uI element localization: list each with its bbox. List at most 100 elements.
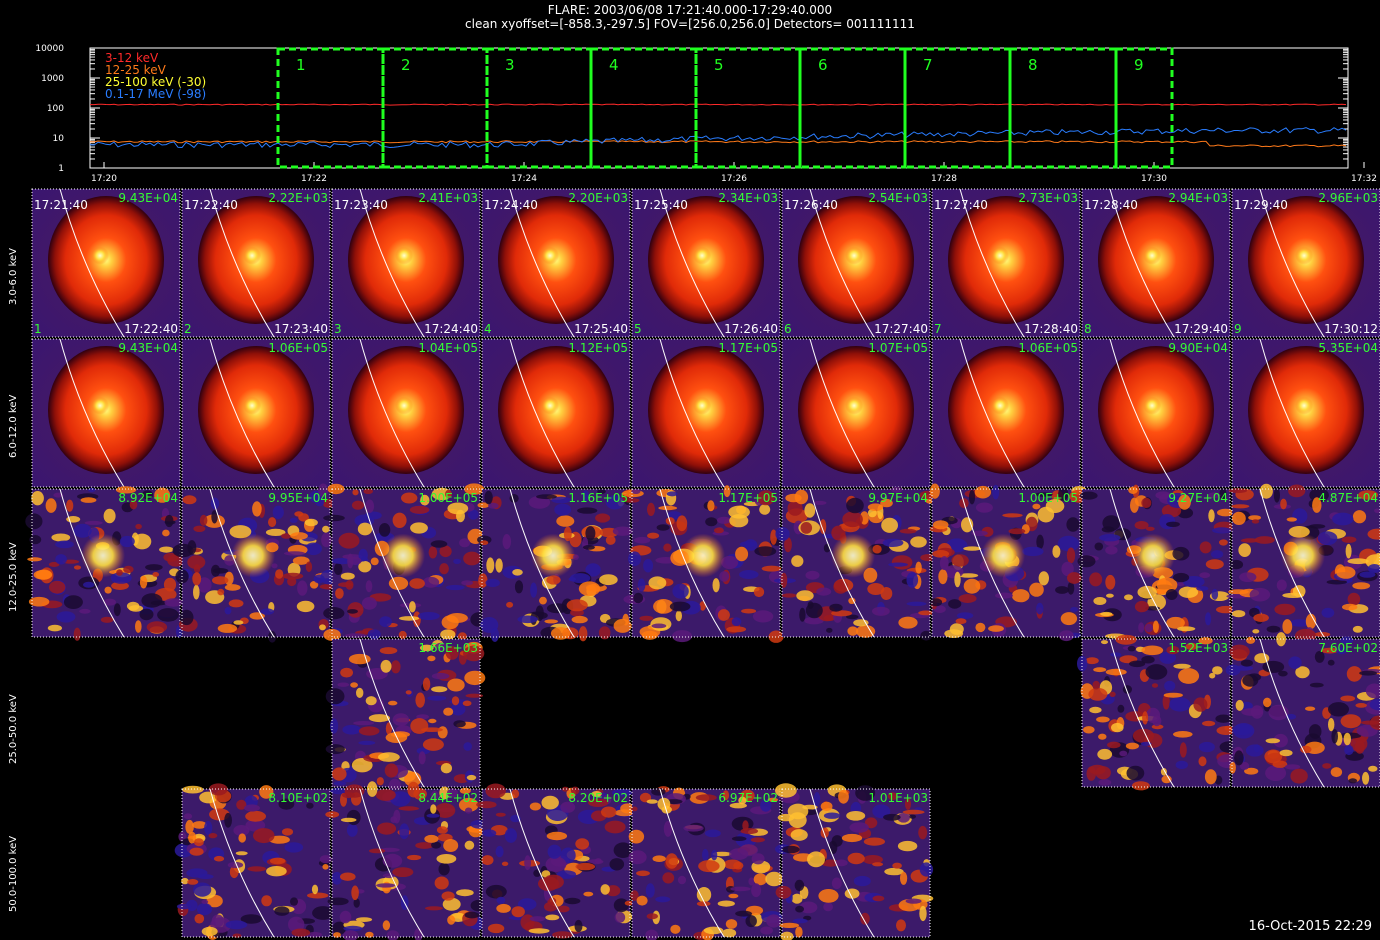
noise-blob <box>228 599 244 608</box>
noise-blob <box>951 554 969 567</box>
noise-blob <box>1336 566 1356 579</box>
row-label-50-100: 50.0-100.0 keV <box>8 835 19 912</box>
image-panel: 4.87E+04 <box>1226 483 1380 643</box>
noise-blob <box>486 557 495 574</box>
noise-blob <box>556 515 575 527</box>
solar-limb-line <box>809 188 875 338</box>
panel-interval-number: 6 <box>784 322 792 336</box>
noise-blob <box>909 814 916 819</box>
hot-spot <box>1295 246 1314 265</box>
lightcurve-plot: 10000 1000 100 10 1 17:20 17:22 17:24 17:26 17:28… <box>0 40 1377 184</box>
noise-blob <box>569 573 591 584</box>
noise-blob <box>1097 748 1113 760</box>
noise-blob <box>535 605 544 621</box>
noise-blob <box>213 855 225 862</box>
panel-max-value: 1.01E+03 <box>868 791 928 805</box>
noise-blob <box>458 797 479 812</box>
noise-blob <box>557 905 570 913</box>
noise-blob <box>1169 697 1191 712</box>
noise-blob <box>872 544 882 554</box>
noise-blob <box>453 720 466 728</box>
noise-blob <box>641 630 658 640</box>
noise-blob <box>1052 545 1061 558</box>
image-panel: 1.01E+03 <box>775 783 934 940</box>
noise-blob <box>630 890 639 901</box>
solar-limb-line <box>209 338 275 488</box>
noise-blob <box>759 504 771 515</box>
noise-blob <box>212 568 229 574</box>
image-panel: 8.92E+04 <box>25 486 185 641</box>
noise-blob <box>799 901 818 914</box>
hot-spot <box>1281 533 1326 578</box>
noise-blob <box>377 822 397 835</box>
panel-max-value: 4.87E+04 <box>1318 491 1378 505</box>
noise-blob <box>194 838 204 847</box>
legend-entry: 3-12 keV <box>105 51 159 65</box>
noise-blob <box>392 512 407 528</box>
noise-blob <box>1137 585 1157 599</box>
noise-blob <box>304 542 322 556</box>
noise-blob <box>733 861 744 870</box>
noise-blob <box>663 543 672 552</box>
noise-blob <box>323 607 345 620</box>
render-date: 16-Oct-2015 22:29 <box>1248 919 1372 934</box>
noise-blob <box>351 885 359 901</box>
noise-blob <box>240 914 262 924</box>
noise-blob <box>628 551 642 567</box>
noise-blob <box>509 494 519 503</box>
noise-blob <box>1340 714 1362 729</box>
noise-blob <box>459 787 471 794</box>
noise-blob <box>322 864 329 870</box>
noise-blob <box>368 848 386 854</box>
noise-blob <box>1173 663 1191 669</box>
image-panel: 1.00E+05 <box>929 483 1089 642</box>
hot-spot <box>681 533 726 578</box>
noise-blob <box>900 871 908 885</box>
noise-blob <box>335 588 344 599</box>
noise-blob <box>427 695 447 701</box>
noise-blob <box>1117 704 1125 713</box>
noise-blob <box>816 587 832 596</box>
noise-blob <box>340 667 353 678</box>
noise-blob <box>698 860 720 873</box>
noise-blob <box>574 919 583 933</box>
noise-blob <box>1286 713 1297 720</box>
noise-blob <box>384 763 399 778</box>
noise-blob <box>1093 667 1107 673</box>
noise-blob <box>1305 706 1316 711</box>
noise-blob <box>382 853 403 868</box>
noise-blob <box>386 930 400 940</box>
noise-blob <box>775 783 797 798</box>
noise-blob <box>422 738 444 751</box>
panel-max-value: 1.66E+03 <box>418 641 478 655</box>
noise-blob <box>405 690 412 695</box>
noise-blob <box>899 528 917 534</box>
noise-blob <box>375 789 396 801</box>
panel-border <box>481 788 631 938</box>
noise-blob <box>304 518 318 527</box>
flare-title: FLARE: 2003/06/08 17:21:40.000-17:29:40.… <box>547 3 833 17</box>
noise-blob <box>677 875 687 885</box>
panel-border <box>481 188 631 338</box>
noise-blob <box>292 556 310 565</box>
image-panel: 1.06E+05 <box>931 338 1081 488</box>
image-panel: 7.60E+02 <box>1225 632 1380 788</box>
noise-blob <box>201 899 209 905</box>
noise-blob <box>643 558 654 573</box>
noise-blob <box>290 532 308 540</box>
image-panel: 9.43E+04 17:21:40 17:22:40 1 <box>31 188 181 338</box>
interval-box <box>381 47 489 169</box>
noise-blob <box>199 791 218 804</box>
noise-blob <box>356 687 364 699</box>
noise-blob <box>119 535 135 548</box>
noise-blob <box>591 791 602 797</box>
interval-number: 8 <box>1028 56 1038 74</box>
hot-spot <box>531 533 576 578</box>
noise-blob <box>804 616 824 625</box>
noise-blob <box>571 615 588 624</box>
noise-blob <box>1328 702 1349 717</box>
noise-blob <box>1265 738 1281 744</box>
y-tick-label: 1 <box>58 164 64 174</box>
noise-blob <box>331 871 342 885</box>
noise-blob <box>1276 632 1286 647</box>
